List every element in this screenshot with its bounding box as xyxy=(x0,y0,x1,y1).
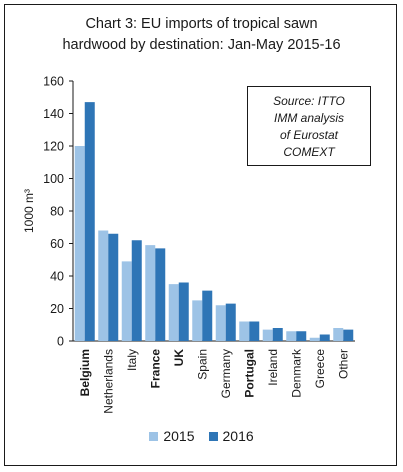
source-line-4: COMEXT xyxy=(283,145,335,159)
x-category-label: Ireland xyxy=(266,349,280,386)
source-annotation-box: Source: ITTO IMM analysis of Eurostat CO… xyxy=(247,86,371,166)
y-tick-label: 0 xyxy=(57,335,64,349)
bar-2015-other xyxy=(333,328,344,341)
y-tick-label: 100 xyxy=(43,172,64,186)
x-category-label: Netherlands xyxy=(101,349,115,414)
bar-2016-uk xyxy=(178,282,189,341)
x-category-label: Portugal xyxy=(242,349,256,398)
x-category-label: Greece xyxy=(313,349,327,389)
bar-2015-germany xyxy=(215,305,226,341)
bar-2015-ireland xyxy=(262,329,273,341)
bar-2016-other xyxy=(343,329,354,341)
bar-2016-belgium xyxy=(84,102,95,341)
bar-2015-uk xyxy=(168,284,179,341)
bar-2016-portugal xyxy=(249,321,260,341)
bar-2015-portugal xyxy=(239,321,250,341)
y-tick-label: 140 xyxy=(43,107,64,121)
x-category-label: Denmark xyxy=(289,348,303,398)
x-category-label: Spain xyxy=(195,349,209,380)
bar-2015-greece xyxy=(309,337,320,341)
y-tick-label: 120 xyxy=(43,140,64,154)
y-tick-label: 20 xyxy=(50,302,64,316)
bar-2015-netherlands xyxy=(98,230,109,341)
x-category-label: Belgium xyxy=(78,349,92,396)
bar-2015-spain xyxy=(192,300,203,341)
y-tick-label: 60 xyxy=(50,237,64,251)
legend-label-2016: 2016 xyxy=(222,428,254,444)
x-category-label: France xyxy=(148,349,162,389)
bar-2016-greece xyxy=(319,334,330,341)
x-category-label: Italy xyxy=(125,349,139,371)
bar-2016-germany xyxy=(225,303,236,341)
bar-2016-denmark xyxy=(296,331,307,341)
y-axis-title: 1000 m³ xyxy=(22,189,36,233)
bar-2016-spain xyxy=(202,290,213,341)
chart-title: Chart 3: EU imports of tropical sawn har… xyxy=(0,14,403,56)
source-line-3: of Eurostat xyxy=(279,128,339,142)
x-category-label: Germany xyxy=(219,349,233,398)
legend-item-2015: 2015 xyxy=(149,428,195,444)
source-line-2: IMM analysis xyxy=(273,111,344,125)
bar-2016-france xyxy=(155,248,166,341)
legend-label-2015: 2015 xyxy=(163,428,195,444)
chart-title-line-1: Chart 3: EU imports of tropical sawn xyxy=(85,16,318,32)
bar-2015-belgium xyxy=(74,146,85,341)
x-category-label: UK xyxy=(172,349,186,367)
x-category-label: Other xyxy=(336,349,350,379)
source-line-1: Source: ITTO xyxy=(273,94,345,108)
legend-item-2016: 2016 xyxy=(208,428,254,444)
y-tick-label: 160 xyxy=(43,75,64,89)
bar-2016-ireland xyxy=(272,328,283,341)
bar-2015-italy xyxy=(121,261,132,341)
legend-swatch-2015 xyxy=(149,431,159,441)
bar-2016-netherlands xyxy=(108,233,119,341)
chart-title-line-2: hardwood by destination: Jan-May 2015-16 xyxy=(62,37,341,53)
y-tick-label: 40 xyxy=(50,270,64,284)
legend-swatch-2016 xyxy=(208,431,218,441)
bar-2016-italy xyxy=(131,240,142,341)
chart-legend: 2015 2016 xyxy=(0,428,403,444)
bar-2015-france xyxy=(145,245,156,341)
bar-2015-denmark xyxy=(286,331,297,341)
y-tick-label: 80 xyxy=(50,205,64,219)
